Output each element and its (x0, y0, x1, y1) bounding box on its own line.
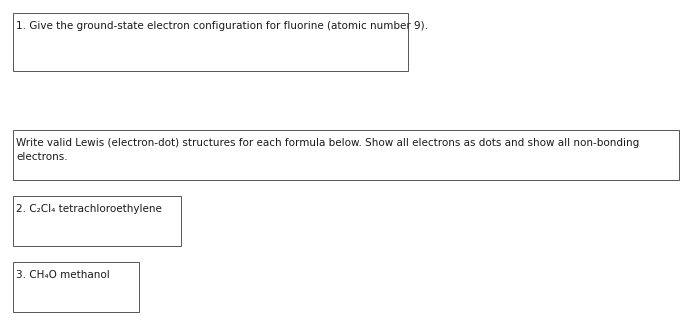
Text: electrons.: electrons. (16, 152, 68, 162)
Text: 1. Give the ground-state electron configuration for fluorine (atomic number 9).: 1. Give the ground-state electron config… (16, 21, 428, 31)
Bar (13, 196, 181, 246)
Text: 3. CH₄O methanol: 3. CH₄O methanol (16, 270, 110, 280)
Text: 2. C₂Cl₄ tetrachloroethylene: 2. C₂Cl₄ tetrachloroethylene (16, 204, 162, 214)
Bar (13, 13, 408, 71)
Text: Write valid Lewis (electron-dot) structures for each formula below. Show all ele: Write valid Lewis (electron-dot) structu… (16, 138, 639, 148)
Bar (13, 130, 679, 180)
Bar (13, 262, 139, 312)
